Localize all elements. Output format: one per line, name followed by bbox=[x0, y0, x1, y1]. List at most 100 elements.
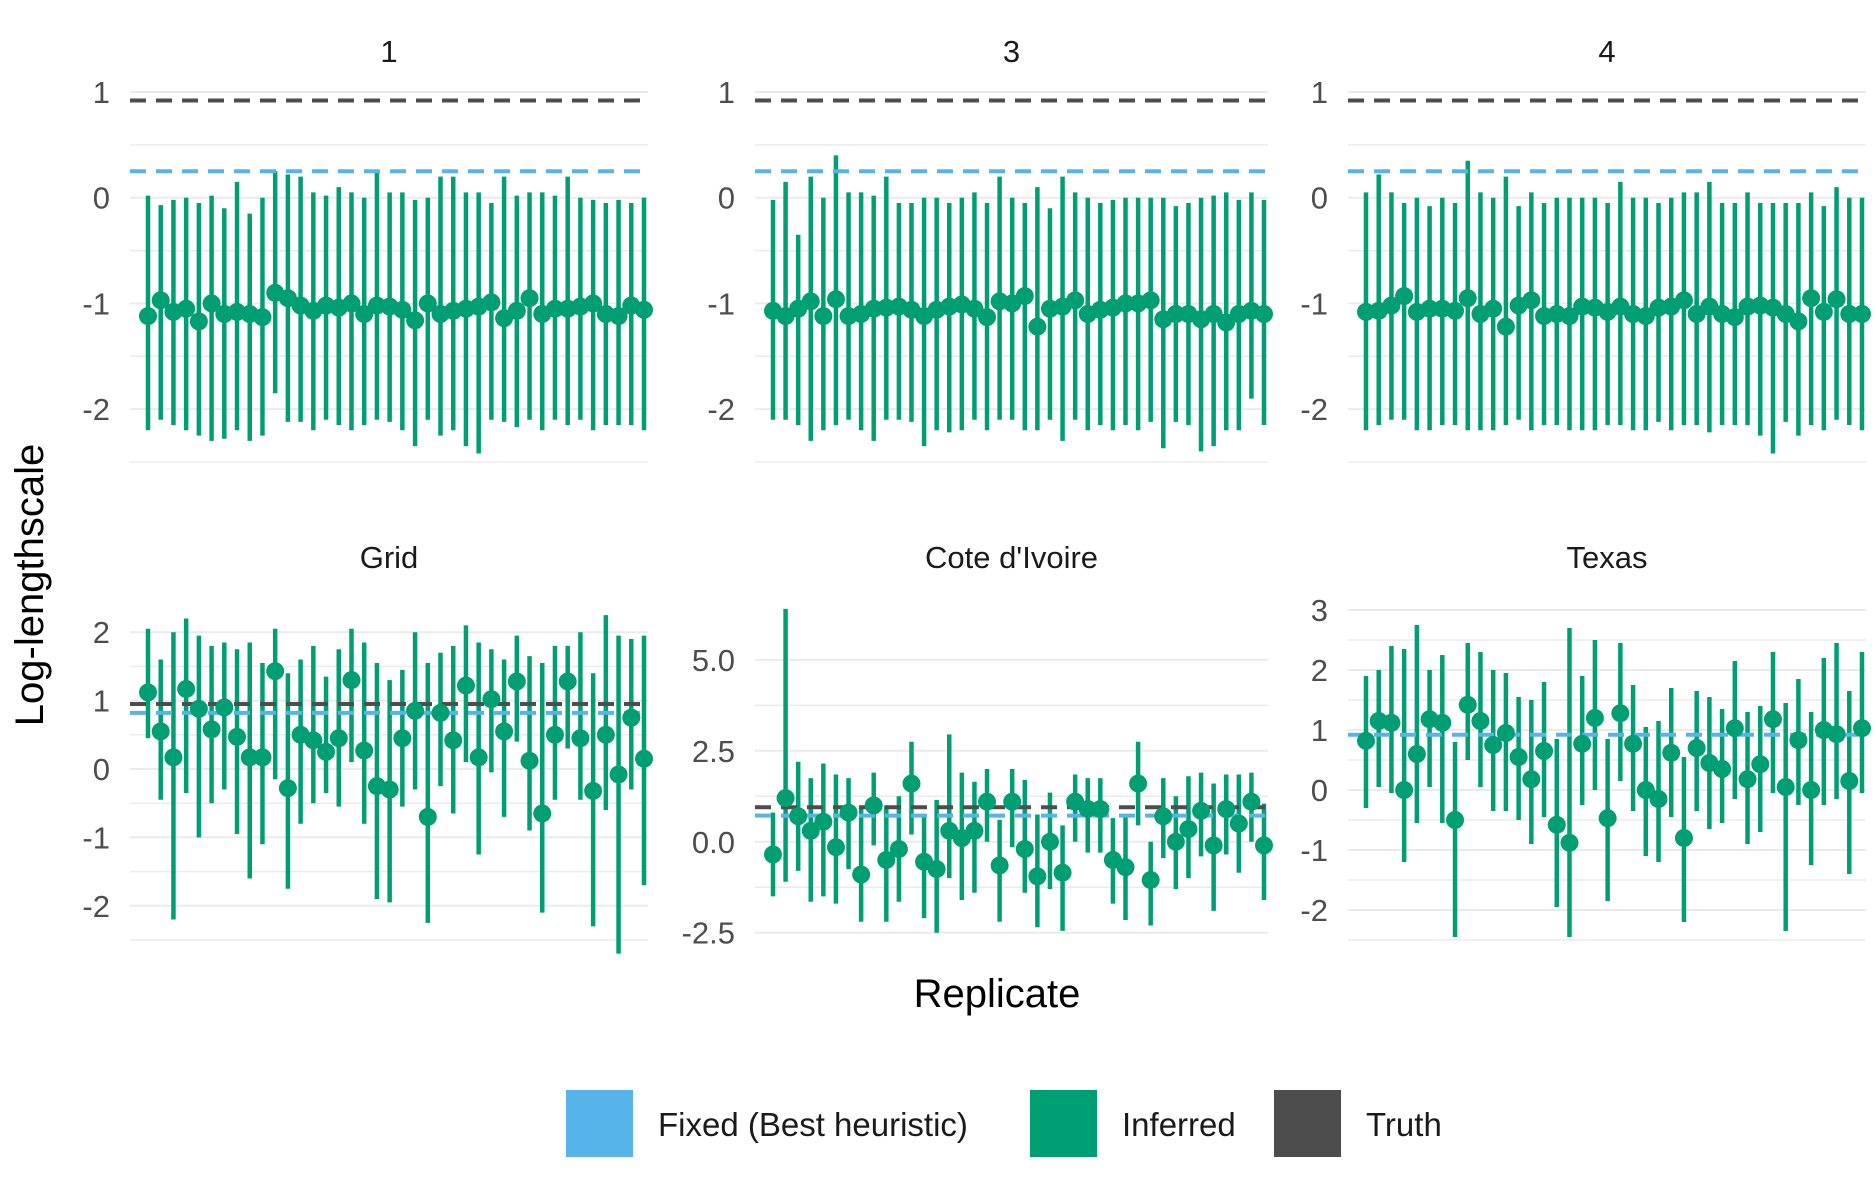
y-tick-label: -1 bbox=[1300, 286, 1328, 321]
estimate-point bbox=[1179, 820, 1198, 839]
estimate-point bbox=[902, 774, 921, 793]
panel-title: 3 bbox=[1003, 34, 1020, 69]
estimate-point bbox=[1255, 836, 1273, 855]
estimate-point bbox=[1028, 867, 1047, 886]
estimate-point bbox=[1611, 704, 1630, 723]
panel-4: -2 -1 0 1 2 Grid bbox=[82, 540, 653, 954]
estimate-point bbox=[456, 676, 475, 695]
estimate-point bbox=[1573, 734, 1592, 753]
estimate-point bbox=[139, 683, 157, 702]
estimate-point bbox=[189, 699, 208, 718]
estimate-point bbox=[1357, 731, 1375, 750]
panel-2: -2 -1 0 1 3 bbox=[707, 34, 1273, 463]
y-tick-label: 0 bbox=[93, 752, 110, 787]
estimate-point bbox=[507, 672, 526, 691]
estimate-point bbox=[545, 725, 564, 744]
estimate-point bbox=[1458, 289, 1477, 308]
estimate-point bbox=[1484, 299, 1503, 318]
estimate-point bbox=[622, 708, 641, 727]
estimate-point bbox=[1662, 743, 1681, 762]
y-tick-label: 1 bbox=[93, 684, 110, 719]
estimate-point bbox=[1040, 832, 1059, 851]
estimate-point bbox=[1458, 695, 1477, 714]
estimate-point bbox=[1141, 291, 1160, 310]
estimate-point bbox=[342, 294, 361, 313]
y-tick-label: 2 bbox=[93, 615, 110, 650]
estimate-point bbox=[406, 701, 425, 720]
estimate-point bbox=[1674, 291, 1693, 310]
estimate-point bbox=[355, 741, 374, 760]
estimate-point bbox=[1078, 800, 1097, 819]
y-axis-title: Log-lengthscale bbox=[8, 444, 52, 726]
estimate-point bbox=[1242, 792, 1261, 811]
estimate-point bbox=[1166, 832, 1185, 851]
estimate-point bbox=[1522, 291, 1541, 310]
estimate-point bbox=[1725, 308, 1744, 327]
estimate-point bbox=[814, 307, 833, 326]
estimate-point bbox=[1496, 724, 1515, 742]
estimate-point bbox=[1496, 317, 1515, 336]
estimate-point bbox=[1229, 814, 1248, 833]
estimate-point bbox=[1649, 790, 1668, 808]
y-tick-label: -2 bbox=[1300, 392, 1328, 427]
estimate-point bbox=[1674, 829, 1693, 847]
estimate-point bbox=[406, 311, 425, 330]
estimate-point bbox=[801, 821, 820, 840]
estimate-point bbox=[1028, 317, 1047, 336]
estimate-point bbox=[1802, 781, 1821, 799]
estimate-point bbox=[1535, 742, 1554, 760]
estimate-point bbox=[329, 729, 348, 748]
estimate-point bbox=[393, 729, 412, 748]
estimate-point bbox=[1547, 815, 1566, 834]
estimate-point bbox=[1204, 836, 1223, 855]
estimate-point bbox=[1003, 792, 1022, 811]
estimate-point bbox=[228, 727, 247, 746]
estimate-point bbox=[278, 779, 297, 798]
estimate-point bbox=[189, 312, 208, 331]
estimate-point bbox=[1433, 713, 1452, 732]
estimate-point bbox=[1636, 781, 1655, 799]
estimate-point bbox=[507, 301, 526, 320]
legend-swatch-truth bbox=[1274, 1090, 1341, 1157]
estimate-point bbox=[596, 725, 615, 744]
legend-label-inferred: Inferred bbox=[1122, 1106, 1236, 1143]
estimate-point bbox=[1129, 774, 1148, 793]
estimate-point bbox=[978, 792, 997, 811]
estimate-point bbox=[776, 789, 795, 808]
estimate-point bbox=[635, 749, 653, 768]
estimate-point bbox=[1420, 299, 1439, 318]
y-tick-label: 1 bbox=[93, 75, 110, 110]
estimate-point bbox=[317, 742, 336, 761]
estimate-point bbox=[1725, 719, 1744, 738]
estimate-point bbox=[253, 748, 272, 767]
panel-title: Texas bbox=[1567, 540, 1648, 575]
y-tick-label: -2 bbox=[707, 392, 735, 427]
estimate-point bbox=[1585, 709, 1604, 727]
estimate-point bbox=[1776, 778, 1795, 796]
estimate-point bbox=[1853, 305, 1871, 323]
y-tick-label: 0 bbox=[1311, 181, 1328, 216]
estimate-point bbox=[877, 850, 896, 869]
estimate-point bbox=[814, 812, 833, 831]
panel-title: Cote d'Ivoire bbox=[925, 540, 1098, 575]
estimate-point bbox=[839, 803, 858, 822]
estimate-point bbox=[266, 662, 285, 681]
estimate-point bbox=[1217, 313, 1236, 332]
y-tick-label: -2.5 bbox=[682, 916, 735, 951]
estimate-point bbox=[1751, 755, 1770, 774]
estimate-point bbox=[1395, 287, 1414, 306]
estimate-point bbox=[1015, 840, 1034, 859]
estimate-point bbox=[826, 838, 845, 857]
y-tick-label: 3 bbox=[1311, 593, 1328, 628]
estimate-point bbox=[789, 807, 808, 826]
y-tick-label: -2 bbox=[1300, 893, 1328, 928]
estimate-point bbox=[1624, 734, 1643, 753]
estimate-point bbox=[304, 731, 323, 750]
estimate-point bbox=[864, 796, 883, 815]
estimate-point bbox=[164, 748, 183, 767]
estimate-point bbox=[584, 294, 603, 313]
estimate-point bbox=[240, 748, 259, 767]
estimate-point bbox=[177, 299, 196, 318]
estimate-point bbox=[889, 840, 908, 859]
estimate-point bbox=[380, 780, 399, 799]
